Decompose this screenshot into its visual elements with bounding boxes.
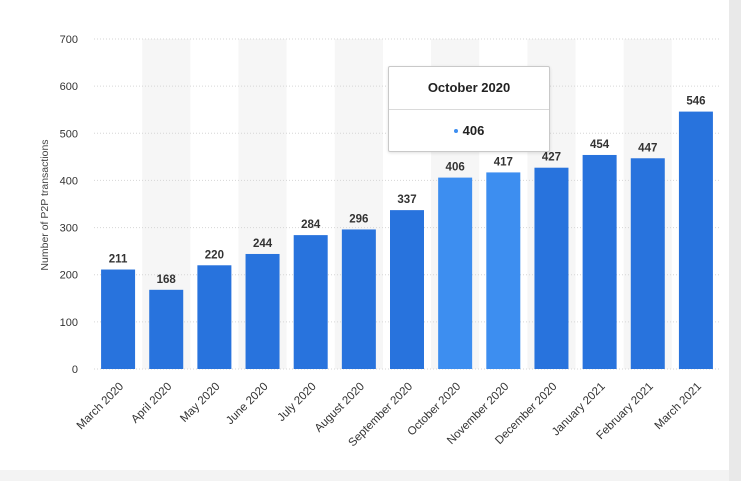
tooltip-dot-icon [453, 128, 458, 133]
bar[interactable] [149, 289, 184, 369]
data-label: 296 [349, 213, 368, 225]
data-label: 406 [446, 162, 465, 174]
y-tick-label: 600 [60, 81, 78, 93]
y-tick-label: 0 [72, 364, 78, 376]
y-tick-label: 100 [60, 317, 78, 329]
data-label: 211 [109, 254, 128, 266]
data-label: 447 [638, 142, 657, 154]
y-tick-label: 400 [60, 175, 78, 187]
bar[interactable] [486, 172, 521, 369]
y-tick-label: 700 [60, 34, 78, 46]
y-tick-label: 300 [60, 223, 78, 235]
bar[interactable] [341, 229, 376, 369]
y-tick-label: 200 [60, 270, 78, 282]
data-label: 417 [494, 156, 513, 168]
bar[interactable] [534, 167, 569, 369]
data-label: 427 [542, 152, 561, 164]
bar[interactable] [582, 154, 617, 369]
bar[interactable] [438, 177, 473, 369]
y-axis-label: Number of P2P transactions [39, 139, 51, 270]
x-tick-label: May 2020 [178, 381, 222, 425]
x-tick-label: March 2020 [75, 381, 126, 432]
bar[interactable] [245, 253, 280, 369]
x-tick-label: July 2020 [276, 381, 319, 424]
y-axis-ticks: 0 100 200 300 400 500 600 700 [60, 34, 78, 376]
y-tick-label: 500 [60, 128, 78, 140]
tooltip-body: 406 [389, 110, 549, 152]
x-tick-label: August 2020 [313, 381, 367, 435]
bar[interactable] [197, 265, 232, 369]
data-label: 168 [157, 274, 177, 286]
x-tick-label: April 2020 [129, 381, 174, 426]
x-axis-ticks: March 2020 April 2020 May 2020 June 2020 Jul… [75, 381, 704, 450]
bar[interactable] [101, 269, 136, 369]
bar[interactable] [678, 111, 713, 369]
data-label: 220 [205, 249, 224, 261]
data-labels: 211 168 220 244 284 296 337 406 417 427 454 447 546 [109, 96, 706, 286]
tooltip: October 2020 406 [388, 66, 550, 152]
bar[interactable] [293, 235, 328, 369]
bottom-edge-shade [0, 470, 729, 481]
x-tick-label: March 2021 [653, 381, 704, 432]
data-label: 454 [590, 139, 610, 151]
tooltip-title: October 2020 [389, 67, 549, 110]
bar[interactable] [630, 158, 665, 369]
x-tick-label: June 2020 [224, 381, 270, 427]
bar[interactable] [390, 210, 424, 369]
right-edge-shade [729, 0, 741, 481]
data-label: 337 [397, 194, 416, 206]
bars [101, 111, 713, 369]
tooltip-value: 406 [462, 123, 485, 138]
data-label: 284 [301, 219, 321, 231]
data-label: 244 [253, 238, 273, 250]
data-label: 546 [686, 96, 705, 108]
